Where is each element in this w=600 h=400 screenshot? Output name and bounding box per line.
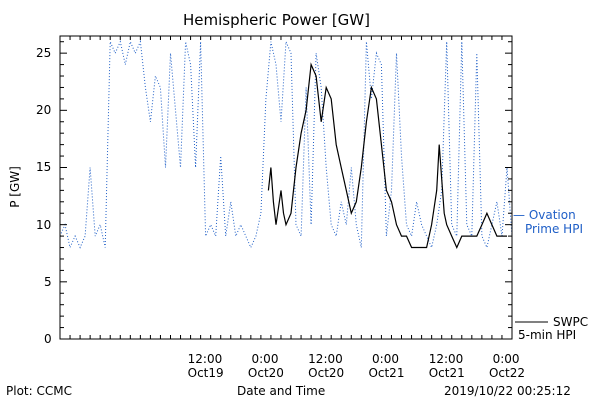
- plot-credit: Plot: CCMC: [6, 384, 72, 398]
- y-tick-label: 25: [36, 46, 52, 61]
- x-tick-label-date: Oct21: [428, 366, 465, 380]
- y-tick-label: 10: [36, 217, 52, 232]
- ovation-legend-line1: — Ovation: [513, 208, 576, 222]
- y-tick-label: 15: [36, 160, 52, 175]
- x-tick-label-date: Oct21: [368, 366, 405, 380]
- swpc-legend-line2: 5-min HPI: [518, 328, 577, 342]
- x-tick-label-time: 12:00: [428, 352, 464, 366]
- swpc-series: [267, 62, 507, 249]
- swpc-legend-line1: SWPC: [553, 315, 589, 329]
- ovation-legend-line2: Prime HPI: [525, 222, 583, 236]
- x-tick-label-time: 0:00: [492, 352, 520, 366]
- x-axis-label: Date and Time: [237, 384, 326, 398]
- plot-timestamp: 2019/10/22 00:25:12: [444, 384, 571, 398]
- x-tick-label-time: 12:00: [308, 352, 343, 366]
- y-tick-label: 5: [44, 274, 52, 289]
- x-tick-label-time: 0:00: [251, 352, 279, 366]
- x-tick-label-date: Oct20: [308, 366, 345, 380]
- ovation-series-line: [59, 39, 513, 250]
- x-tick-label-date: Oct19: [187, 366, 224, 380]
- swpc-series-line: [267, 62, 507, 249]
- y-tick-label: 20: [36, 103, 52, 118]
- y-axis-label: P [GW]: [7, 166, 22, 208]
- plot-frame: [59, 35, 513, 340]
- x-axis-ticks: [59, 36, 513, 339]
- x-tick-label-time: 0:00: [372, 352, 399, 366]
- x-tick-label-time: 12:00: [187, 352, 223, 366]
- x-tick-label-date: Oct20: [247, 366, 284, 380]
- y-axis-ticks: [60, 41, 512, 340]
- chart-title: Hemispheric Power [GW]: [183, 11, 370, 29]
- ovation-series: [59, 39, 513, 250]
- x-tick-label-date: Oct22: [488, 366, 525, 380]
- y-tick-label: 0: [44, 332, 52, 346]
